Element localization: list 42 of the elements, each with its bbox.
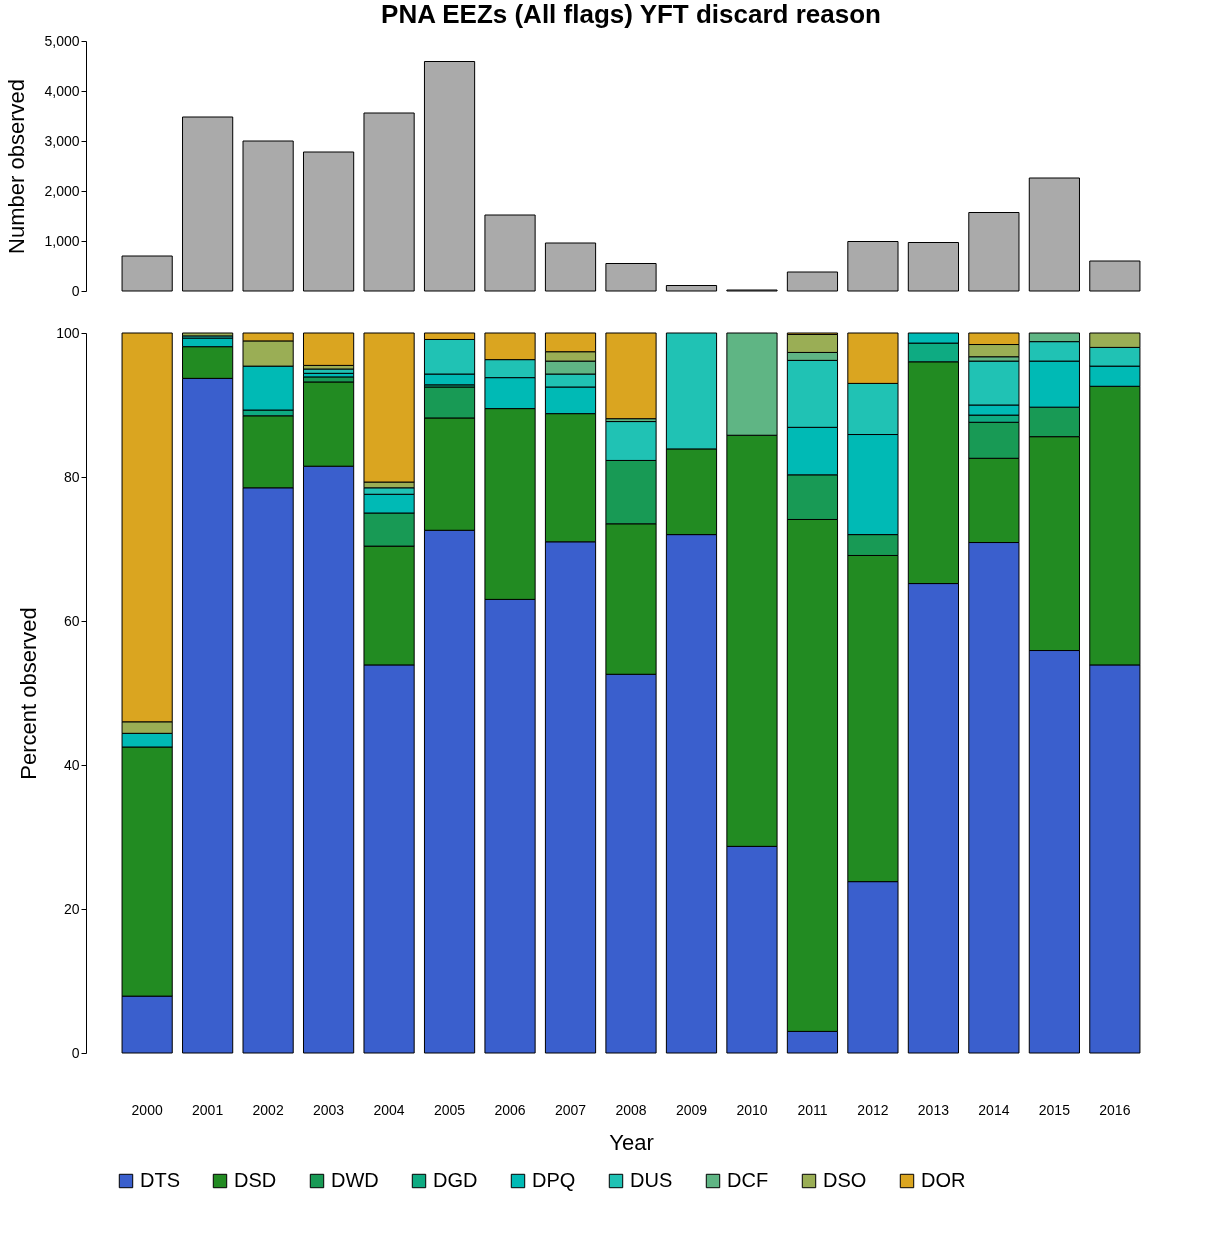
legend-label: DTS	[140, 1169, 180, 1191]
x-tick-label: 2010	[736, 1101, 768, 1118]
x-tick-label: 2002	[252, 1101, 284, 1118]
x-tick-label: 2015	[1038, 1101, 1071, 1118]
x-tick-label: 2005	[433, 1101, 466, 1118]
legend-label: DSO	[823, 1169, 867, 1191]
y-tick-label: 1,000	[44, 232, 80, 249]
y-tick-label: 2,000	[44, 182, 80, 199]
y-tick-label: 0	[71, 282, 80, 299]
y-tick-label: 5,000	[44, 32, 80, 49]
legend-label: DWD	[331, 1169, 379, 1191]
x-axis-title: Year	[609, 1129, 654, 1155]
y-tick-label: 60	[63, 612, 80, 629]
legend-label: DOR	[921, 1169, 966, 1191]
x-tick-label: 2006	[494, 1101, 526, 1118]
y-tick-label: 0	[71, 1044, 80, 1061]
x-tick-label: 2001	[192, 1101, 224, 1118]
y-axis-title: Number observed	[4, 79, 30, 254]
y-tick-label: 20	[63, 900, 80, 917]
x-tick-label: 2008	[615, 1101, 647, 1118]
x-tick-label: 2014	[978, 1101, 1010, 1118]
x-tick-label: 2011	[797, 1101, 828, 1118]
y-tick-label: 40	[63, 756, 80, 773]
x-tick-label: 2009	[675, 1101, 708, 1118]
legend-label: DCF	[727, 1169, 769, 1191]
y-tick-label: 100	[56, 324, 80, 341]
x-tick-label: 2016	[1099, 1101, 1131, 1118]
x-tick-label: 2004	[373, 1101, 405, 1118]
chart-title: PNA EEZs (All flags) YFT discard reason	[381, 0, 881, 29]
x-tick-label: 2012	[857, 1101, 889, 1118]
legend-label: DGD	[433, 1169, 478, 1191]
x-tick-label: 2000	[131, 1101, 163, 1118]
legend-label: DPQ	[532, 1169, 576, 1191]
legend-label: DSD	[234, 1169, 277, 1191]
y-axis-title: Percent observed	[16, 607, 42, 780]
y-tick-label: 3,000	[44, 132, 80, 149]
x-tick-label: 2007	[554, 1101, 587, 1118]
y-tick-label: 80	[63, 468, 80, 485]
x-tick-label: 2013	[917, 1101, 950, 1118]
y-tick-label: 4,000	[44, 82, 80, 99]
x-tick-label: 2003	[313, 1101, 345, 1118]
legend-label: DUS	[630, 1169, 673, 1191]
